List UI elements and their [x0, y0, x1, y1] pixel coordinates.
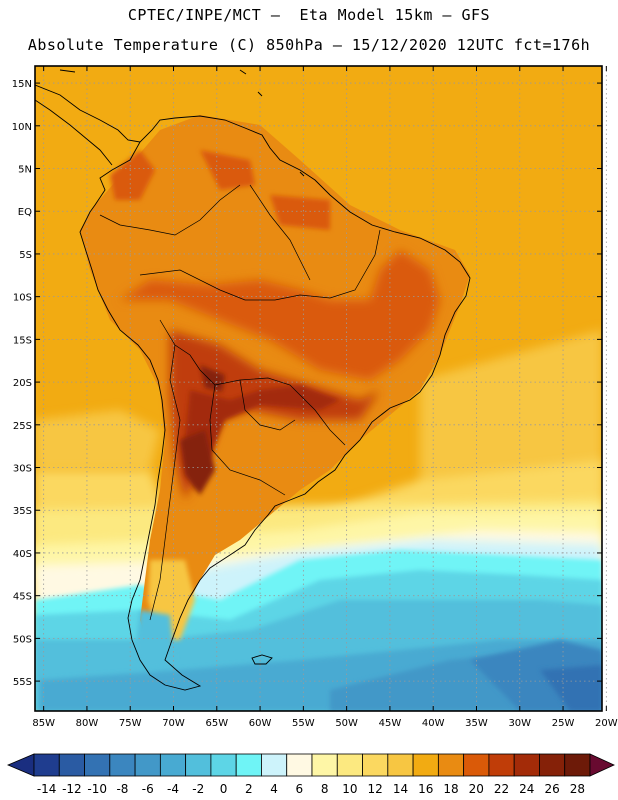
colorbar-label: 14	[393, 782, 408, 796]
colorbar-label: 8	[321, 782, 329, 796]
colorbar-swatch	[539, 753, 566, 777]
lat-label: 10N	[12, 122, 32, 133]
colorbar-swatch	[261, 753, 288, 777]
colorbar-swatch	[109, 753, 136, 777]
colorbar-label: 22	[494, 782, 509, 796]
lat-label: 25S	[13, 421, 32, 432]
colorbar-label: 26	[544, 782, 559, 796]
colorbar-label: -6	[142, 782, 154, 796]
lat-label: 35S	[13, 506, 32, 517]
colorbar-right-triangle	[589, 753, 615, 777]
colorbar-label: -14	[37, 782, 57, 796]
lat-label: 10S	[13, 293, 32, 304]
colorbar-label: 18	[443, 782, 458, 796]
lat-label: 20S	[13, 378, 32, 389]
lon-label: 60W	[249, 718, 272, 729]
colorbar-swatch	[286, 753, 313, 777]
lon-label: 45W	[379, 718, 402, 729]
lon-label: 75W	[119, 718, 142, 729]
country-borders	[99, 184, 381, 621]
lon-label: 40W	[422, 718, 445, 729]
map-axes: 15N 10N 5N EQ 5S 10S 15S 20S 25S 30S 35S 40S 45S 50S 5…	[12, 66, 618, 729]
lon-label: 80W	[76, 718, 99, 729]
colorbar: -14 -12 -10 -8 -6 -4 -2 0 2 4 6 8 10 12 14 16 18 20 22 24 26…	[6, 753, 615, 796]
colorbar-label: 0	[220, 782, 228, 796]
colorbar-swatch	[387, 753, 414, 777]
colorbar-label: -12	[62, 782, 82, 796]
colorbar-label: 6	[296, 782, 304, 796]
colorbar-label: 10	[342, 782, 357, 796]
colorbar-swatch	[159, 753, 187, 777]
lat-label: 5N	[18, 165, 32, 176]
colorbar-label: 16	[418, 782, 433, 796]
south-america-coastline	[79, 115, 471, 691]
colorbar-swatch	[463, 753, 490, 777]
colorbar-swatch	[488, 753, 515, 777]
colorbar-swatch	[513, 753, 540, 777]
lat-label: 15S	[13, 335, 32, 346]
colorbar-label: 20	[469, 782, 484, 796]
colorbar-label: -10	[87, 782, 107, 796]
lat-label: 50S	[13, 634, 32, 645]
lat-label: 45S	[13, 592, 32, 603]
colorbar-label: 24	[519, 782, 534, 796]
title-line-2: Absolute Temperature (C) 850hPa – 15/12/…	[27, 36, 591, 54]
caribbean-islands	[59, 69, 305, 177]
falklands	[251, 654, 273, 665]
colorbar-swatch	[235, 753, 262, 777]
central-america-coastline	[35, 84, 141, 166]
lon-label: 55W	[292, 718, 315, 729]
colorbar-label: -2	[192, 782, 204, 796]
lon-label: 30W	[508, 718, 531, 729]
colorbar-swatch	[84, 753, 111, 777]
colorbar-swatch	[185, 753, 212, 777]
lat-label: 15N	[12, 79, 32, 90]
colorbar-swatch	[437, 753, 465, 777]
lon-label: 50W	[335, 718, 358, 729]
colorbar-label: 28	[570, 782, 585, 796]
colorbar-swatch	[58, 753, 85, 777]
lon-label: 35W	[465, 718, 488, 729]
lon-label: 20W	[595, 718, 618, 729]
colorbar-swatch	[362, 753, 389, 777]
colorbar-label: 2	[245, 782, 253, 796]
colorbar-label: 4	[270, 782, 278, 796]
map-frame	[34, 65, 603, 712]
temperature-field	[35, 66, 602, 711]
colorbar-left-triangle	[6, 753, 35, 777]
colorbar-swatch	[412, 753, 439, 777]
lat-label: 30S	[13, 464, 32, 475]
lon-label: 70W	[162, 718, 185, 729]
coastlines	[35, 69, 471, 691]
lon-label: 85W	[32, 718, 55, 729]
colorbar-label: -8	[116, 782, 128, 796]
colorbar-label: -4	[167, 782, 179, 796]
colorbar-label: 12	[368, 782, 383, 796]
colorbar-swatch	[33, 753, 60, 777]
colorbar-swatch	[336, 753, 363, 777]
colorbar-swatch	[564, 753, 591, 777]
lat-label: EQ	[18, 207, 32, 218]
lat-label: 55S	[13, 677, 32, 688]
lat-label: 5S	[19, 250, 32, 261]
lon-label: 65W	[205, 718, 228, 729]
colorbar-swatch	[210, 753, 237, 777]
lat-label: 40S	[13, 549, 32, 560]
lon-label: 25W	[552, 718, 575, 729]
colorbar-swatch	[134, 753, 161, 777]
colorbar-swatch	[311, 753, 338, 777]
title-line-1: CPTEC/INPE/MCT – Eta Model 15km – GFS	[127, 6, 491, 24]
